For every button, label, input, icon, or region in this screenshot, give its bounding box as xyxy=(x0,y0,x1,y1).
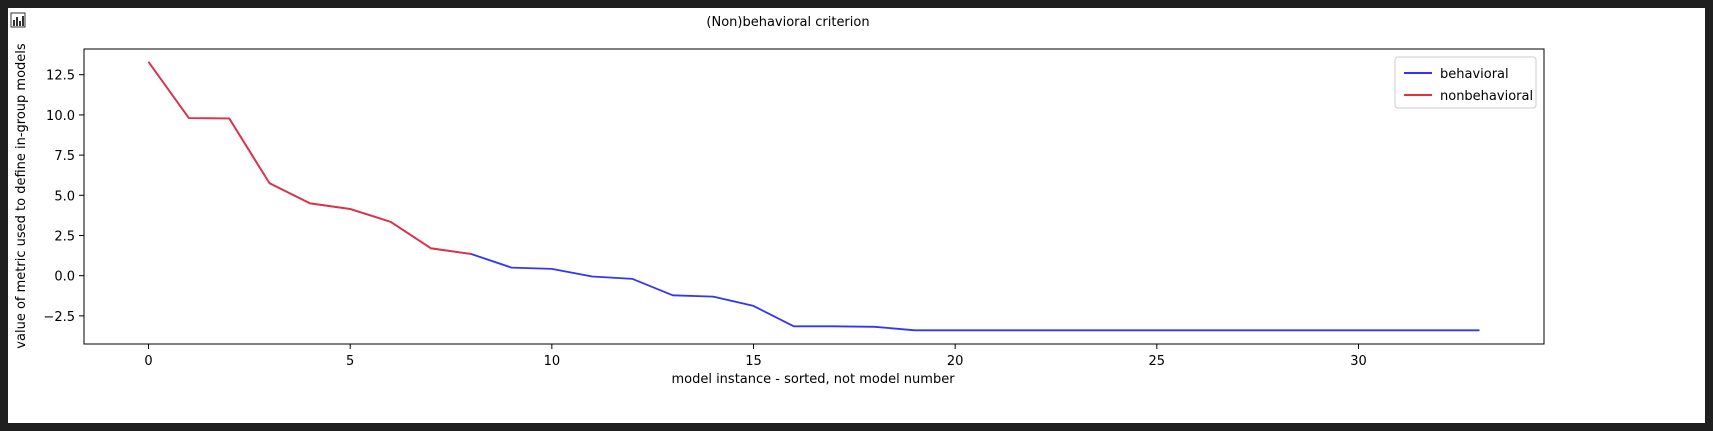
x-axis-label: model instance - sorted, not model numbe… xyxy=(671,372,955,387)
y-tick-label: 10.0 xyxy=(46,109,75,124)
y-tick-label: −2.5 xyxy=(43,310,75,325)
x-tick-label: 20 xyxy=(947,354,964,369)
y-axis: −2.5 0.0 2.5 5.0 7.5 10.0 12.5 xyxy=(43,69,84,325)
y-tick-label: 0.0 xyxy=(54,270,75,285)
line-chart: (Non)behavioral criterion 0 5 10 15 20 25 30 −… xyxy=(14,15,1545,387)
x-axis: 0 5 10 15 20 25 30 xyxy=(144,344,1367,369)
y-tick-label: 2.5 xyxy=(54,229,75,244)
bar-chart-icon[interactable] xyxy=(10,12,26,28)
legend-label-behavioral: behavioral xyxy=(1440,67,1509,82)
series-line-nonbehavioral xyxy=(147,61,472,255)
x-tick-label: 25 xyxy=(1149,354,1166,369)
x-tick-label: 10 xyxy=(544,354,561,369)
output-frame: (Non)behavioral criterion 0 5 10 15 20 25 30 −… xyxy=(8,8,1705,423)
legend: behavioral nonbehavioral xyxy=(1394,56,1537,109)
x-tick-label: 15 xyxy=(745,354,762,369)
chart-title: (Non)behavioral criterion xyxy=(706,15,869,30)
y-tick-label: 5.0 xyxy=(54,189,75,204)
y-tick-label: 7.5 xyxy=(54,149,75,164)
x-tick-label: 0 xyxy=(144,354,152,369)
plot-area xyxy=(83,48,1545,345)
x-tick-label: 5 xyxy=(346,354,354,369)
y-axis-label: value of metric used to define in-group … xyxy=(14,43,29,349)
x-tick-label: 30 xyxy=(1350,354,1367,369)
legend-label-nonbehavioral: nonbehavioral xyxy=(1440,89,1533,104)
series-lines xyxy=(147,61,1480,332)
y-tick-label: 12.5 xyxy=(46,69,75,84)
